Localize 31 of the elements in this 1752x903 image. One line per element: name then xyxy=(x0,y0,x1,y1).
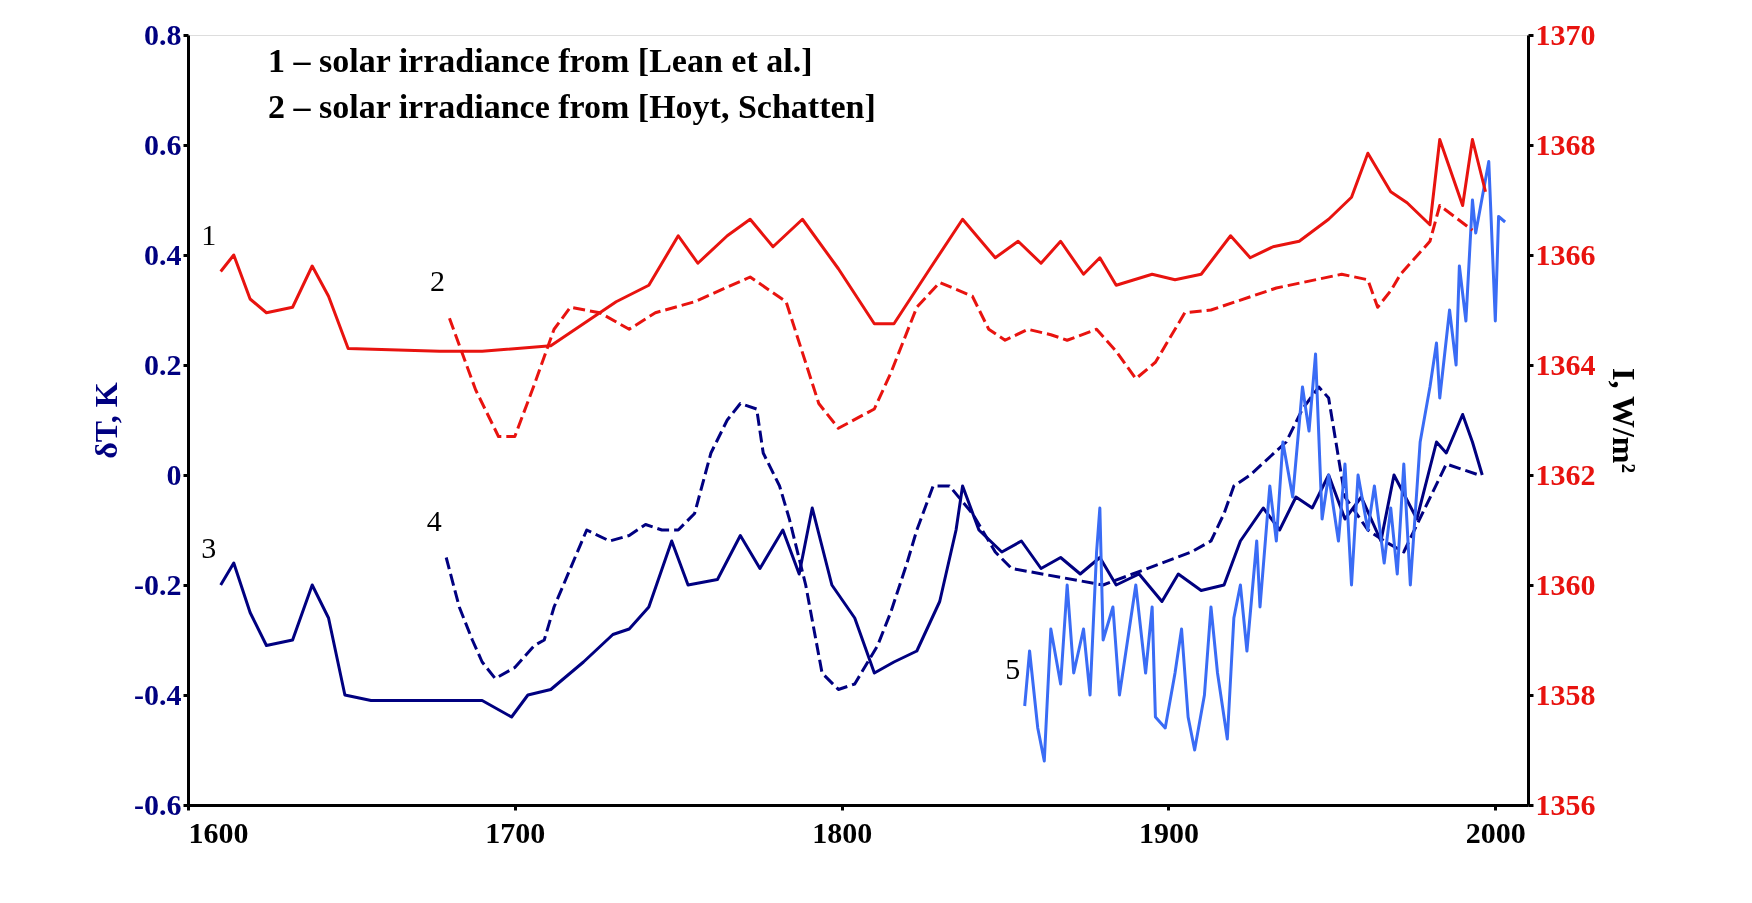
y2-tick-label: 1366 xyxy=(1535,237,1596,271)
y-tick-label: -0.2 xyxy=(134,567,182,601)
y-tick-label: 0.8 xyxy=(144,17,182,51)
x-tick-label: 1800 xyxy=(812,815,873,849)
series-label: 3 xyxy=(201,531,217,564)
y-tick-label: -0.6 xyxy=(134,787,182,821)
y-axis-title: δT, K xyxy=(88,382,125,459)
series-label: 5 xyxy=(1005,652,1021,685)
y-tick-label: 0.6 xyxy=(144,127,182,161)
y2-tick-label: 1356 xyxy=(1535,787,1596,821)
x-tick-label: 1900 xyxy=(1138,815,1199,849)
y2-tick-label: 1368 xyxy=(1535,127,1596,161)
y-tick-label: 0.2 xyxy=(144,347,182,381)
y2-tick-label: 1364 xyxy=(1535,347,1596,381)
y2-axis-title: I, W/m² xyxy=(1605,367,1642,474)
y-tick-label: 0 xyxy=(166,457,182,491)
y2-tick-label: 1370 xyxy=(1535,17,1596,51)
line-series xyxy=(1023,160,1507,763)
x-tick-label: 2000 xyxy=(1465,815,1526,849)
y-tick-label: -0.4 xyxy=(134,677,182,711)
annotation: 2 – solar irradiance from [Hoyt, Schatten] xyxy=(268,88,876,125)
series-label: 1 xyxy=(201,217,217,251)
annotation: 1 – solar irradiance from [Lean et al.] xyxy=(268,42,813,79)
x-tick-label: 1700 xyxy=(485,815,546,849)
x-tick-label: 1600 xyxy=(188,815,249,849)
y-tick-label: 0.4 xyxy=(144,237,182,271)
y2-tick-label: 1360 xyxy=(1535,567,1596,601)
series-label: 2 xyxy=(429,264,445,298)
y2-tick-label: 1362 xyxy=(1535,457,1596,491)
series-label: 4 xyxy=(426,503,442,537)
y2-tick-label: 1358 xyxy=(1535,677,1596,711)
